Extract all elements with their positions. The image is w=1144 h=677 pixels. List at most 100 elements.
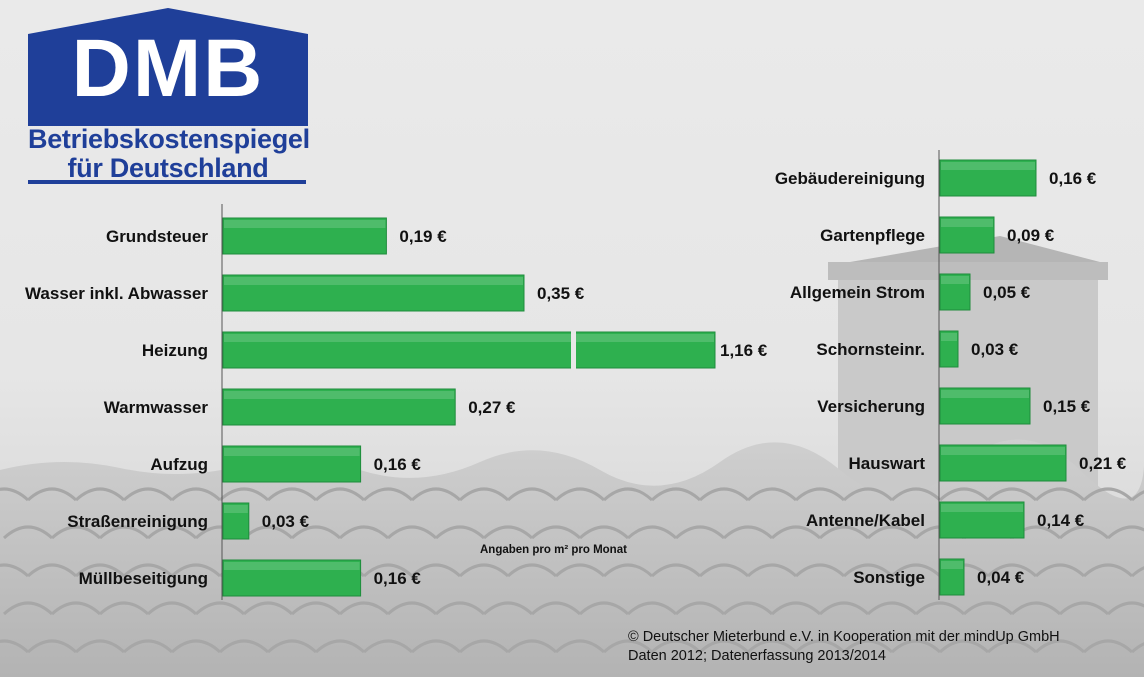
roof-tile-arc <box>506 487 558 502</box>
roof-tile-arc <box>2 525 54 540</box>
roof-tile-arc <box>818 601 870 616</box>
category-label: Versicherung <box>817 397 925 416</box>
roof-tile-arc <box>890 487 942 502</box>
roof-tile-arc <box>314 639 366 654</box>
roof-tile-arc <box>170 487 222 502</box>
roof-tile-arc <box>602 563 654 578</box>
roof-tile-arc <box>554 639 606 654</box>
roof-tile-arc <box>746 639 798 654</box>
roof-tile-arc <box>1106 601 1144 616</box>
roof-tile-arc <box>1130 566 1144 578</box>
roof-tile-arc <box>1010 601 1062 616</box>
bar-highlight <box>224 334 714 342</box>
roof-tile-arc <box>794 487 846 502</box>
roof-tile-arc <box>530 525 582 540</box>
roof-tile-arc <box>74 563 126 578</box>
roof-tile-arc <box>122 639 174 654</box>
roof-tile-arc <box>434 601 486 616</box>
roof-tile-arc <box>362 487 414 502</box>
roof-tile-arc <box>50 601 102 616</box>
roof-tile-arc <box>746 563 798 578</box>
bar-heizung <box>222 331 716 369</box>
value-label: 0,16 € <box>374 455 422 474</box>
roof-tile-arc <box>770 525 822 540</box>
roof-tile-arc <box>170 639 222 654</box>
roof-tile-arc <box>650 639 702 654</box>
roof-tile-arc <box>506 563 558 578</box>
bar-schornsteinr- <box>939 330 959 368</box>
roof-tile-arc <box>26 639 78 654</box>
credit-line-2: Daten 2012; Datenerfassung 2013/2014 <box>628 648 886 664</box>
roof-tile-arc <box>962 601 1014 616</box>
roof-tile-arc <box>410 563 462 578</box>
roof-tile-arc <box>266 639 318 654</box>
roof-tile-arc <box>1082 639 1134 654</box>
category-label: Aufzug <box>150 455 208 474</box>
bar-highlight <box>941 219 993 227</box>
bar-müllbeseitigung <box>222 559 362 597</box>
value-label: 0,27 € <box>468 398 516 417</box>
bar-allgemein-strom <box>939 273 971 311</box>
roof-tile-arc <box>842 563 894 578</box>
roof-tile-arc <box>50 525 102 540</box>
category-label: Sonstige <box>853 568 925 587</box>
roof-tile-arc <box>458 639 510 654</box>
roof-tile-arc <box>986 639 1038 654</box>
value-label: 0,19 € <box>399 227 447 246</box>
chart-right: Gebäudereinigung 0,16 € Gartenpflege 0,09 €… <box>775 150 1127 600</box>
category-label: Schornsteinr. <box>816 340 925 359</box>
roof-tile-arc <box>1082 487 1134 502</box>
roof-tile-arc <box>482 601 534 616</box>
bar-warmwasser <box>222 388 456 426</box>
roof-tile-arc <box>986 487 1038 502</box>
roof-tile-arc <box>1106 525 1144 540</box>
axis-break-mark <box>571 330 576 370</box>
value-label: 0,03 € <box>262 512 310 531</box>
roof-tile-arc <box>674 601 726 616</box>
value-label: 0,05 € <box>983 283 1031 302</box>
bar-highlight <box>224 448 360 456</box>
roof-tile-arc <box>698 563 750 578</box>
credit-line-1: © Deutscher Mieterbund e.V. in Kooperati… <box>628 629 1060 645</box>
roof-tile-arc <box>506 639 558 654</box>
roof-tile-arc <box>602 639 654 654</box>
roof-tile-arc <box>0 639 30 654</box>
roof-tiles-shape <box>0 439 1144 677</box>
roof-tile-arc <box>26 563 78 578</box>
roof-tile-arc <box>386 601 438 616</box>
roof-tile-arc <box>698 487 750 502</box>
category-label: Gebäudereinigung <box>775 169 925 188</box>
value-label: 0,04 € <box>977 568 1025 587</box>
roof-tile-arc <box>890 563 942 578</box>
roof-tile-arc <box>98 525 150 540</box>
roof-tile-arc <box>482 525 534 540</box>
roof-tile-arc <box>818 525 870 540</box>
bar-grundsteuer <box>222 217 387 255</box>
roof-tile-arc <box>866 601 918 616</box>
bar-highlight <box>224 391 455 399</box>
bar-sonstige <box>939 558 965 596</box>
roof-tile-arc <box>266 487 318 502</box>
bar-gebäudereinigung <box>939 159 1037 197</box>
roof-tile-arc <box>2 601 54 616</box>
bar-highlight <box>224 277 523 285</box>
roof-tile-arc <box>650 563 702 578</box>
roof-tile-arc <box>842 639 894 654</box>
bar-highlight <box>224 220 386 228</box>
value-label: 0,21 € <box>1079 454 1127 473</box>
roof-tile-arc <box>530 601 582 616</box>
roof-tile-arc <box>794 563 846 578</box>
roof-tile-arc <box>146 525 198 540</box>
roof-tile-arc <box>794 639 846 654</box>
bar-highlight <box>224 505 248 513</box>
roof-tile-arc <box>554 563 606 578</box>
roof-tile-arc <box>458 563 510 578</box>
category-label: Heizung <box>142 341 208 360</box>
bar-straßenreinigung <box>222 502 250 540</box>
source-credit: © Deutscher Mieterbund e.V. in Kooperati… <box>628 628 1138 666</box>
roof-tile-arc <box>650 487 702 502</box>
roof-tile-arc <box>410 487 462 502</box>
roof-tile-arc <box>0 563 30 578</box>
